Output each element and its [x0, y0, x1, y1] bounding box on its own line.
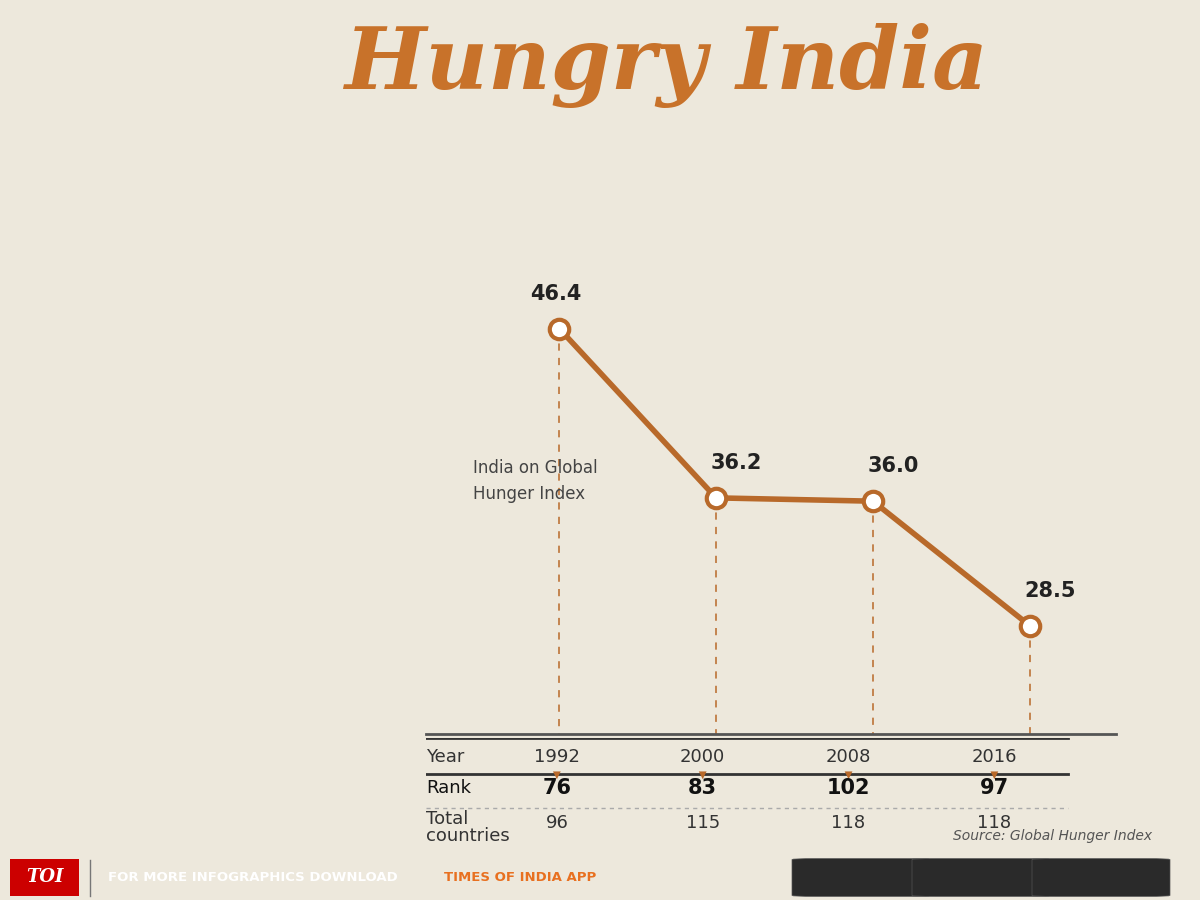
- Text: 2008: 2008: [826, 748, 871, 766]
- Text: 96: 96: [546, 814, 569, 832]
- Text: 76: 76: [542, 778, 571, 797]
- Text: 2016: 2016: [972, 748, 1018, 766]
- Text: Rank: Rank: [426, 778, 470, 796]
- Text: 28.5: 28.5: [1025, 580, 1076, 601]
- Text: countries: countries: [426, 827, 510, 845]
- Text: 118: 118: [977, 814, 1012, 832]
- Text: 36.0: 36.0: [868, 456, 919, 476]
- FancyBboxPatch shape: [10, 859, 79, 896]
- Text: TOI: TOI: [25, 868, 64, 886]
- Text: 2000: 2000: [680, 748, 725, 766]
- Text: Source: Global Hunger Index: Source: Global Hunger Index: [953, 829, 1152, 843]
- FancyBboxPatch shape: [1032, 859, 1170, 896]
- Text: 97: 97: [980, 778, 1009, 797]
- Text: TIMES OF INDIA APP: TIMES OF INDIA APP: [444, 871, 596, 884]
- Text: 102: 102: [827, 778, 870, 797]
- FancyBboxPatch shape: [792, 859, 930, 896]
- Text: Hungry India: Hungry India: [344, 22, 988, 107]
- FancyBboxPatch shape: [912, 859, 1050, 896]
- Text: 1992: 1992: [534, 748, 580, 766]
- Text: 83: 83: [689, 778, 718, 797]
- Text: Year: Year: [426, 748, 464, 766]
- Text: 36.2: 36.2: [710, 453, 762, 473]
- Text: Total: Total: [426, 810, 468, 828]
- Text: 115: 115: [685, 814, 720, 832]
- Text: 118: 118: [832, 814, 865, 832]
- Text: India on Global
Hunger Index: India on Global Hunger Index: [473, 459, 598, 503]
- Text: 46.4: 46.4: [530, 284, 582, 303]
- Text: FOR MORE INFOGRAPHICS DOWNLOAD: FOR MORE INFOGRAPHICS DOWNLOAD: [108, 871, 402, 884]
